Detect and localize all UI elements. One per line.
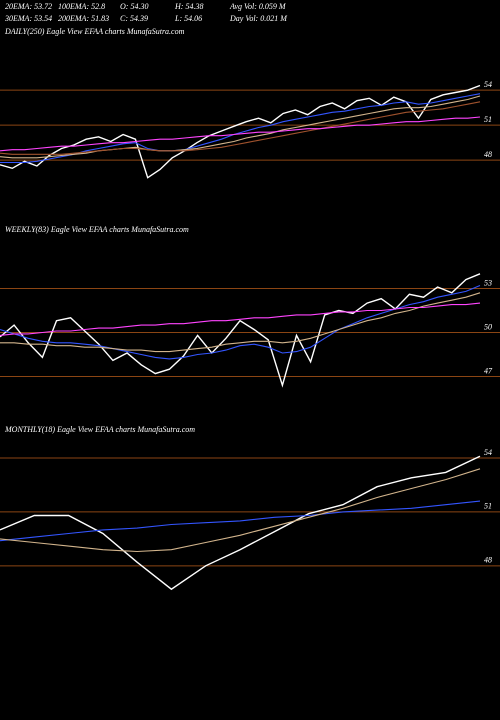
y-tick-label: 48 <box>484 556 492 565</box>
stat: 20EMA: 53.72 <box>5 2 52 11</box>
price-line <box>0 302 481 336</box>
price-line <box>0 500 481 542</box>
price-line <box>0 84 481 179</box>
stat: L: 54.06 <box>174 14 202 23</box>
price-line <box>0 284 481 360</box>
y-tick-label: 54 <box>484 448 492 457</box>
panel-title: WEEKLY(83) Eagle View EFAA charts Munafa… <box>5 225 189 234</box>
y-tick-label: 47 <box>484 366 493 375</box>
price-line <box>0 468 481 553</box>
stat: C: 54.39 <box>120 14 148 23</box>
y-tick-label: 51 <box>484 502 492 511</box>
stat: H: 54.38 <box>174 2 203 11</box>
panel-title: DAILY(250) Eagle View EFAA charts Munafa… <box>4 27 185 36</box>
stat: 30EMA: 53.54 <box>4 14 52 23</box>
stat: 200EMA: 51.83 <box>58 14 109 23</box>
stat: O: 54.30 <box>120 2 148 11</box>
y-tick-label: 54 <box>484 80 492 89</box>
price-line <box>0 292 481 353</box>
stat: Day Vol: 0.021 M <box>229 14 288 23</box>
stat: 100EMA: 52.8 <box>58 2 105 11</box>
y-tick-label: 50 <box>484 322 492 331</box>
panel-title: MONTHLY(18) Eagle View EFAA charts Munaf… <box>4 425 195 434</box>
y-tick-label: 51 <box>484 115 492 124</box>
stat: Avg Vol: 0.059 M <box>229 2 287 11</box>
price-line <box>0 116 481 152</box>
price-line <box>0 101 481 155</box>
price-line <box>0 273 481 388</box>
y-tick-label: 53 <box>484 278 492 287</box>
price-line <box>0 95 481 159</box>
y-tick-label: 48 <box>484 150 492 159</box>
price-line <box>0 455 481 591</box>
